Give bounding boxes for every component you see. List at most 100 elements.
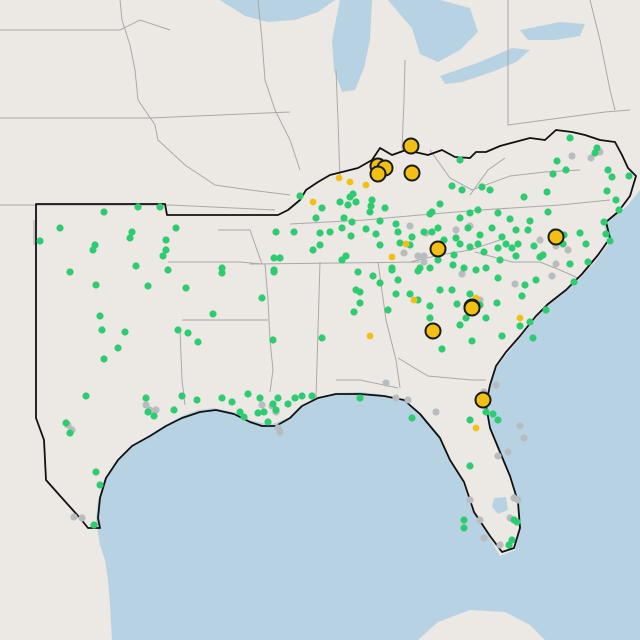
site-marker-green[interactable] — [434, 256, 442, 264]
site-marker-gray[interactable] — [404, 396, 412, 404]
site-marker-green[interactable] — [434, 224, 442, 232]
site-marker-green[interactable] — [274, 394, 282, 402]
site-marker-green[interactable] — [318, 204, 326, 212]
site-marker-green[interactable] — [452, 234, 460, 242]
site-marker-green[interactable] — [218, 269, 226, 277]
site-marker-green[interactable] — [264, 418, 272, 426]
site-marker-highlighted[interactable] — [463, 299, 481, 317]
site-marker-gray[interactable] — [406, 222, 414, 230]
site-marker-green[interactable] — [526, 217, 534, 225]
site-marker-green[interactable] — [376, 279, 384, 287]
site-marker-green[interactable] — [350, 308, 358, 316]
site-marker-green[interactable] — [494, 274, 502, 282]
site-marker-green[interactable] — [90, 521, 98, 529]
site-marker-green[interactable] — [388, 266, 396, 274]
site-marker-green[interactable] — [456, 321, 464, 329]
site-marker-green[interactable] — [144, 408, 152, 416]
site-marker-green[interactable] — [376, 241, 384, 249]
site-marker-gray[interactable] — [587, 154, 595, 162]
site-marker-green[interactable] — [480, 248, 488, 256]
site-marker-gray[interactable] — [492, 381, 500, 389]
site-marker-green[interactable] — [518, 292, 526, 300]
site-marker-green[interactable] — [576, 229, 584, 237]
site-marker-gray[interactable] — [70, 513, 78, 521]
site-marker-green[interactable] — [513, 518, 521, 526]
site-marker-green[interactable] — [178, 392, 186, 400]
site-marker-green[interactable] — [89, 246, 97, 254]
site-marker-green[interactable] — [184, 329, 192, 337]
site-marker-green[interactable] — [272, 228, 280, 236]
site-marker-green[interactable] — [474, 240, 482, 248]
site-marker-orange[interactable] — [335, 174, 343, 182]
site-marker-gray[interactable] — [452, 226, 460, 234]
site-marker-green[interactable] — [270, 266, 278, 274]
site-marker-green[interactable] — [346, 193, 354, 201]
site-marker-gray[interactable] — [142, 401, 150, 409]
site-marker-green[interactable] — [524, 226, 532, 234]
site-marker-orange[interactable] — [362, 181, 370, 189]
site-marker-green[interactable] — [396, 239, 404, 247]
site-marker-green[interactable] — [121, 328, 129, 336]
site-marker-green[interactable] — [625, 172, 633, 180]
site-marker-green[interactable] — [376, 217, 384, 225]
site-marker-highlighted[interactable] — [402, 137, 420, 155]
site-marker-gray[interactable] — [420, 258, 428, 266]
site-marker-highlighted[interactable] — [547, 228, 565, 246]
site-marker-gray[interactable] — [496, 541, 504, 549]
site-marker-green[interactable] — [449, 261, 457, 269]
site-marker-green[interactable] — [566, 134, 574, 142]
site-marker-gray[interactable] — [466, 496, 474, 504]
site-marker-green[interactable] — [66, 268, 74, 276]
site-marker-green[interactable] — [539, 251, 547, 259]
site-marker-green[interactable] — [486, 186, 494, 194]
site-marker-green[interactable] — [336, 198, 344, 206]
site-marker-orange[interactable] — [516, 314, 524, 322]
site-marker-gray[interactable] — [276, 428, 284, 436]
site-marker-green[interactable] — [236, 408, 244, 416]
site-marker-green[interactable] — [92, 468, 100, 476]
site-marker-green[interactable] — [520, 193, 528, 201]
site-marker-green[interactable] — [478, 183, 486, 191]
site-marker-gray[interactable] — [568, 152, 576, 160]
site-marker-green[interactable] — [144, 282, 152, 290]
site-marker-green[interactable] — [472, 266, 480, 274]
site-marker-gray[interactable] — [400, 249, 408, 257]
site-marker-green[interactable] — [244, 390, 252, 398]
site-marker-green[interactable] — [494, 416, 502, 424]
site-marker-green[interactable] — [356, 299, 364, 307]
site-marker-green[interactable] — [308, 392, 316, 400]
site-marker-green[interactable] — [544, 208, 552, 216]
site-marker-green[interactable] — [529, 334, 537, 342]
site-marker-gray[interactable] — [552, 260, 560, 268]
site-marker-green[interactable] — [356, 288, 364, 296]
site-marker-green[interactable] — [602, 230, 610, 238]
site-marker-gray[interactable] — [78, 514, 86, 522]
site-marker-green[interactable] — [114, 344, 122, 352]
site-marker-green[interactable] — [466, 243, 474, 251]
site-marker-green[interactable] — [494, 244, 502, 252]
site-marker-green[interactable] — [448, 286, 456, 294]
site-marker-green[interactable] — [392, 290, 400, 298]
site-marker-green[interactable] — [394, 276, 402, 284]
site-marker-green[interactable] — [340, 214, 348, 222]
site-marker-green[interactable] — [228, 398, 236, 406]
site-marker-green[interactable] — [436, 286, 444, 294]
site-marker-orange[interactable] — [346, 178, 354, 186]
site-marker-green[interactable] — [366, 208, 374, 216]
site-marker-green[interactable] — [156, 203, 164, 211]
site-marker-green[interactable] — [159, 252, 167, 260]
site-marker-green[interactable] — [254, 409, 262, 417]
site-marker-green[interactable] — [316, 229, 324, 237]
site-marker-green[interactable] — [466, 209, 474, 217]
site-marker-green[interactable] — [460, 264, 468, 272]
site-marker-green[interactable] — [458, 186, 466, 194]
site-marker-green[interactable] — [468, 337, 476, 345]
site-marker-green[interactable] — [381, 204, 389, 212]
site-marker-green[interactable] — [466, 290, 474, 298]
site-marker-green[interactable] — [372, 230, 380, 238]
site-marker-highlighted[interactable] — [429, 240, 447, 258]
site-marker-green[interactable] — [466, 416, 474, 424]
site-marker-green[interactable] — [256, 394, 264, 402]
site-marker-green[interactable] — [56, 224, 64, 232]
site-marker-gray[interactable] — [392, 394, 400, 402]
